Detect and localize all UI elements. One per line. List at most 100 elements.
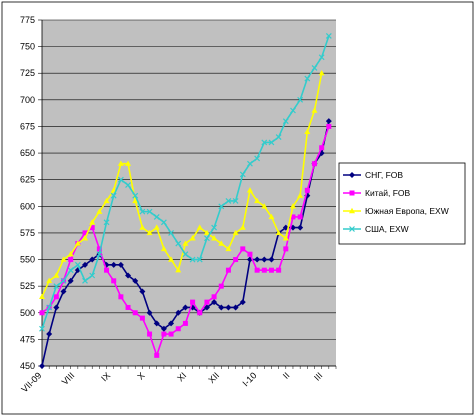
legend: СНГ, FOB Китай, FOB Южная Европа, EXW США, … <box>338 162 466 245</box>
data-point <box>204 235 210 242</box>
legend-label: Южная Европа, EXW <box>365 206 449 216</box>
data-point <box>318 70 325 76</box>
data-point <box>168 229 174 236</box>
data-point <box>89 272 96 279</box>
data-point <box>268 213 275 220</box>
data-point <box>261 139 268 146</box>
data-point <box>240 246 246 252</box>
data-point <box>289 203 296 209</box>
data-point <box>110 192 117 199</box>
data-point <box>39 363 45 369</box>
data-point <box>118 294 124 300</box>
data-point <box>304 75 311 82</box>
data-point <box>168 320 175 327</box>
data-point <box>232 198 239 204</box>
data-point <box>190 299 196 305</box>
y-tick-label: 600 <box>20 201 35 211</box>
legend-label: США, EXW <box>365 224 409 234</box>
data-point <box>268 256 275 263</box>
data-point <box>233 257 239 263</box>
data-point <box>117 261 124 268</box>
data-point <box>261 267 267 273</box>
data-point <box>283 246 289 252</box>
series-line <box>41 73 323 298</box>
data-point <box>261 203 268 209</box>
data-point <box>161 331 167 337</box>
legend-marker <box>349 172 355 178</box>
data-point <box>82 261 89 268</box>
data-point <box>218 304 225 311</box>
data-point <box>117 176 124 183</box>
data-point <box>160 219 167 226</box>
data-point <box>132 277 139 284</box>
legend-item: Китай, FOB <box>343 188 410 198</box>
data-point <box>211 224 218 231</box>
data-point <box>311 161 317 167</box>
series-0 <box>39 118 332 369</box>
data-point <box>196 224 203 230</box>
data-point <box>125 272 132 279</box>
data-point <box>46 331 53 338</box>
legend-label: СНГ, FOB <box>365 170 403 180</box>
data-point <box>225 245 232 252</box>
data-point <box>276 267 282 273</box>
data-point <box>125 304 131 310</box>
series-3 <box>39 33 332 332</box>
data-point <box>53 294 59 300</box>
data-point <box>189 256 196 263</box>
data-point <box>153 214 160 220</box>
data-point <box>96 251 103 258</box>
data-point <box>254 197 261 204</box>
data-point <box>175 326 181 332</box>
y-tick-label: 775 <box>20 15 35 25</box>
data-point <box>96 246 102 252</box>
data-point <box>60 288 67 295</box>
data-point <box>153 320 160 327</box>
y-axis-ticks: 450 475 500 525 550 575 600 625 650 675 700 725 750 7… <box>20 15 336 371</box>
x-tick-label: X <box>135 370 146 381</box>
data-point <box>311 107 318 113</box>
data-point <box>203 304 210 311</box>
data-point <box>189 235 196 241</box>
y-tick-label: 650 <box>20 148 35 158</box>
data-point <box>290 107 296 114</box>
data-point <box>146 229 153 236</box>
data-point <box>67 267 74 274</box>
legend-marker <box>349 207 355 214</box>
data-point <box>326 123 332 129</box>
data-point <box>196 256 203 263</box>
data-point <box>239 171 246 178</box>
y-tick-label: 500 <box>20 308 35 318</box>
data-point <box>254 256 261 263</box>
data-point <box>39 325 45 332</box>
data-point <box>182 320 188 326</box>
data-point <box>175 309 182 316</box>
data-point <box>254 267 260 273</box>
data-point <box>82 277 88 284</box>
y-tick-label: 575 <box>20 228 35 238</box>
data-point <box>304 187 310 193</box>
data-point <box>153 224 160 230</box>
data-point <box>225 198 232 204</box>
data-point <box>53 304 60 311</box>
data-point <box>132 310 138 316</box>
data-point <box>60 256 67 262</box>
data-point <box>168 256 175 262</box>
series-group <box>39 33 332 369</box>
data-point <box>160 245 167 252</box>
data-point <box>290 214 296 220</box>
data-point <box>139 315 145 321</box>
data-point <box>261 256 268 263</box>
data-point <box>254 155 261 162</box>
gridlines <box>42 19 336 367</box>
data-point <box>39 310 45 316</box>
data-point <box>139 224 146 230</box>
data-point <box>139 208 146 215</box>
legend-box <box>338 162 466 245</box>
legend-item: США, EXW <box>343 224 409 234</box>
data-point <box>160 325 167 332</box>
legend-item: Южная Европа, EXW <box>343 206 449 216</box>
data-point <box>325 33 332 39</box>
y-tick-label: 700 <box>20 95 35 105</box>
